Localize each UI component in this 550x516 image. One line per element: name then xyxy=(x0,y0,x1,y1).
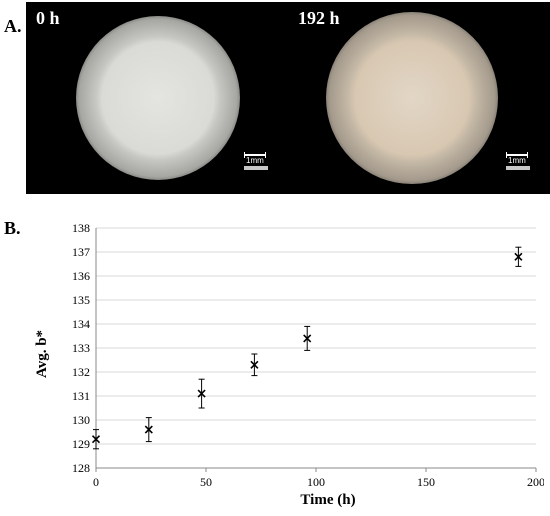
data-point-1 xyxy=(144,417,153,443)
time-label-192h: 192 h xyxy=(298,8,340,28)
data-point-3 xyxy=(250,353,259,377)
y-tick-128: 128 xyxy=(72,461,90,475)
panel-b-label: B. xyxy=(4,218,21,238)
scale-label-0h: 1mm xyxy=(246,156,264,165)
panel-a-label: A. xyxy=(4,16,22,36)
x-tick-50: 50 xyxy=(200,475,212,489)
marker-b-4 xyxy=(303,334,312,343)
scale-bar-0h: 1mm xyxy=(244,152,268,180)
y-tick-129: 129 xyxy=(72,437,90,451)
marker-b-5 xyxy=(514,252,523,261)
y-tick-136: 136 xyxy=(72,269,90,283)
y-tick-138: 138 xyxy=(72,221,90,235)
data-point-5 xyxy=(514,246,523,267)
y-tick-135: 135 xyxy=(72,293,90,307)
tick-labels: 128 129 130 131 132 133 134 135 136 137 138 0 50 100 1… xyxy=(72,221,544,489)
grid-lines xyxy=(96,227,536,445)
time-label-0h: 0 h xyxy=(36,8,60,28)
micrograph-0h: 0 h 1mm xyxy=(26,2,290,194)
y-tick-131: 131 xyxy=(72,389,90,403)
b-star-chart: 128 129 130 131 132 133 134 135 136 137 138 0 50 100 1… xyxy=(34,221,544,508)
x-tick-150: 150 xyxy=(417,475,435,489)
y-tick-134: 134 xyxy=(72,317,90,331)
data-point-4 xyxy=(303,325,312,351)
sample-disc-192h xyxy=(326,12,498,184)
y-axis-label: Avg. b* xyxy=(34,330,50,378)
sample-disc-0h xyxy=(76,16,240,180)
marker-b-1 xyxy=(144,425,153,434)
scale-label-192h: 1mm xyxy=(508,156,526,165)
data-point-2 xyxy=(197,378,206,409)
marker-b-2 xyxy=(197,389,206,398)
y-tick-133: 133 xyxy=(72,341,90,355)
axes xyxy=(95,228,537,472)
y-tick-130: 130 xyxy=(72,413,90,427)
micrograph-192h: 192 h 1mm xyxy=(288,2,550,194)
data-points xyxy=(91,246,523,450)
x-tick-200: 200 xyxy=(527,475,544,489)
data-point-0 xyxy=(91,429,101,450)
y-tick-137: 137 xyxy=(72,245,90,259)
scale-bar-192h: 1mm xyxy=(506,152,530,180)
x-tick-0: 0 xyxy=(93,475,99,489)
marker-b-0 xyxy=(91,435,101,444)
x-tick-100: 100 xyxy=(307,475,325,489)
y-tick-132: 132 xyxy=(72,365,90,379)
x-axis-label: Time (h) xyxy=(300,492,355,508)
marker-b-3 xyxy=(250,360,259,369)
